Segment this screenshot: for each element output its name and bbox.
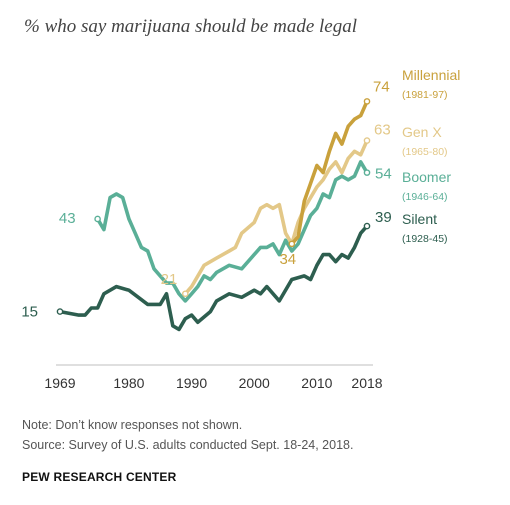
x-tick-label: 2010 (301, 375, 332, 391)
start-value-label: 34 (279, 251, 296, 268)
series-line-boomer (95, 160, 369, 303)
series-years-label: (1981-97) (402, 89, 448, 101)
chart-title: % who say marijuana should be made legal (24, 16, 358, 37)
end-value-label: 63 (374, 122, 391, 139)
series-years-label: (1965-80) (402, 146, 448, 158)
x-tick-label: 2000 (239, 375, 270, 391)
x-tick-label: 1990 (176, 375, 207, 391)
brand-logo-text: PEW RESEARCH CENTER (22, 470, 177, 484)
end-point-marker (363, 137, 371, 144)
series-line-gen-x (183, 138, 369, 296)
source-text: Source: Survey of U.S. adults conducted … (22, 438, 354, 452)
start-point-marker (94, 215, 101, 223)
note-text: Note: Don’t know responses not shown. (22, 418, 243, 432)
series-lines (58, 99, 369, 332)
series-name-label: Gen X (402, 124, 442, 140)
start-point-marker (182, 290, 189, 298)
x-tick-label: 2018 (351, 375, 382, 391)
series-years-label: (1928-45) (402, 233, 448, 245)
series-line-silent (58, 224, 369, 332)
start-point-marker (56, 308, 64, 315)
x-tick-label: 1980 (113, 375, 144, 391)
series-labels: 15 39 Silent (1928-45) 43 54 Boomer (1946-64) 21… (21, 67, 460, 321)
end-point-marker (363, 222, 371, 230)
end-point-marker (363, 169, 371, 176)
start-value-label: 21 (161, 271, 178, 288)
end-value-label: 54 (375, 166, 392, 183)
end-value-label: 39 (375, 209, 392, 226)
end-value-label: 74 (373, 78, 390, 95)
series-years-label: (1946-64) (402, 191, 448, 203)
series-name-label: Millennial (402, 67, 460, 83)
series-name-label: Silent (402, 211, 437, 227)
x-axis-ticks: 1969 1980 1990 2000 2010 2018 (44, 375, 382, 391)
start-value-label: 15 (21, 304, 38, 321)
series-name-label: Boomer (402, 169, 451, 185)
series-line-millennial (290, 99, 369, 246)
end-point-marker (363, 98, 371, 105)
start-value-label: 43 (59, 210, 76, 227)
x-tick-label: 1969 (44, 375, 75, 391)
start-point-marker (288, 240, 296, 248)
